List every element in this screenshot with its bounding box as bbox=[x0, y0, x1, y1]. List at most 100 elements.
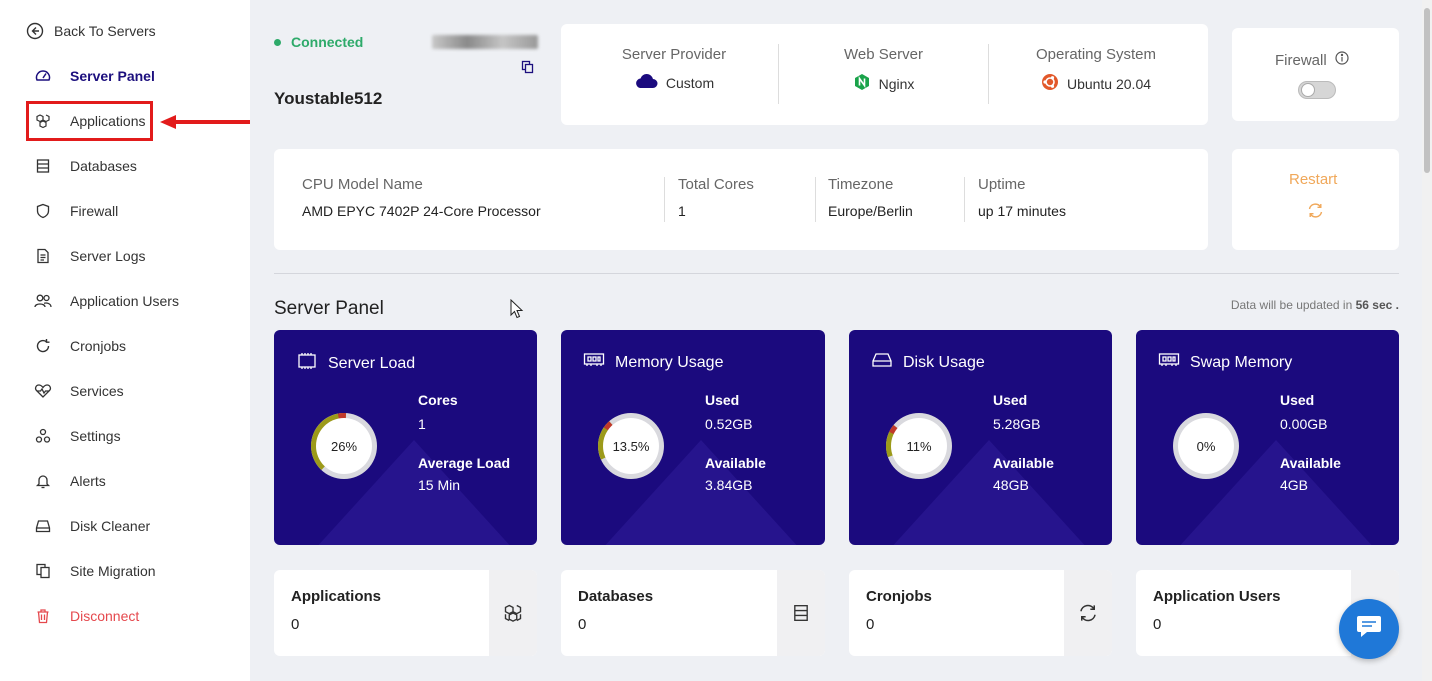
toggle-knob bbox=[1301, 83, 1315, 97]
stat-title-row: Memory Usage bbox=[583, 352, 723, 373]
copy-icon[interactable] bbox=[521, 60, 535, 79]
bell-icon bbox=[34, 472, 52, 490]
server-info-card: Server Provider Custom Web Server Nginx … bbox=[561, 24, 1208, 125]
ubuntu-icon bbox=[1041, 73, 1059, 94]
system-info-card: CPU Model Name AMD EPYC 7402P 24-Core Pr… bbox=[274, 149, 1208, 250]
restart-button[interactable]: Restart bbox=[1232, 149, 1399, 250]
cloud-icon bbox=[634, 73, 658, 92]
stat-card-disk-usage: Disk Usage 11% Used 5.28GB Available 48G… bbox=[849, 330, 1112, 545]
heartbeat-icon bbox=[34, 382, 52, 400]
scrollbar[interactable] bbox=[1422, 0, 1432, 681]
gauge-center bbox=[1178, 418, 1234, 474]
sidebar-item-cronjobs[interactable]: Cronjobs bbox=[34, 331, 126, 361]
sidebar-item-label: Cronjobs bbox=[70, 338, 127, 354]
drive-icon bbox=[871, 352, 893, 373]
scrollbar-thumb[interactable] bbox=[1424, 8, 1430, 173]
sidebar-item-label: Server Logs bbox=[70, 248, 146, 264]
count-value: 0 bbox=[866, 616, 875, 633]
divider bbox=[664, 177, 665, 222]
stat-key-1: Used bbox=[993, 392, 1028, 408]
chat-icon bbox=[1355, 615, 1383, 644]
server-ip-redacted bbox=[432, 35, 538, 49]
stat-key-1: Cores bbox=[418, 392, 458, 408]
server-provider-value-row: Custom bbox=[591, 73, 757, 92]
web-server: Web Server Nginx bbox=[801, 46, 966, 94]
back-to-servers-link[interactable]: Back To Servers bbox=[26, 16, 156, 46]
sidebar-item-databases[interactable]: Databases bbox=[34, 151, 137, 181]
server-provider-label: Server Provider bbox=[621, 46, 727, 63]
update-time: 56 sec bbox=[1355, 298, 1393, 312]
sidebar-item-label: Applications bbox=[70, 113, 146, 129]
users-icon bbox=[34, 292, 52, 310]
count-label: Cronjobs bbox=[866, 588, 932, 605]
status-dot-icon bbox=[274, 38, 281, 46]
refresh-icon bbox=[34, 337, 52, 355]
stat-title: Server Load bbox=[328, 354, 416, 372]
refresh-icon bbox=[1307, 202, 1324, 224]
sidebar-item-label: Databases bbox=[70, 158, 137, 174]
cubes-icon bbox=[34, 112, 52, 130]
back-to-servers-label: Back To Servers bbox=[54, 23, 156, 39]
sidebar-item-site-migration[interactable]: Site Migration bbox=[34, 556, 156, 586]
gauge-center bbox=[316, 418, 372, 474]
file-icon bbox=[34, 247, 52, 265]
disk-usage-gauge bbox=[886, 413, 952, 479]
update-note: Data will be updated in 56 sec . bbox=[1231, 298, 1399, 312]
sidebar-item-services[interactable]: Services bbox=[34, 376, 124, 406]
trash-icon bbox=[34, 607, 52, 625]
sidebar-item-label: Firewall bbox=[70, 203, 119, 219]
divider bbox=[988, 44, 989, 104]
sidebar-item-disconnect[interactable]: Disconnect bbox=[34, 601, 139, 631]
sidebar-item-label: Services bbox=[70, 383, 124, 399]
count-card-applications[interactable]: Applications 0 bbox=[274, 570, 537, 656]
stat-card-swap-memory: Swap Memory 0% Used 0.00GB Available 4GB bbox=[1136, 330, 1399, 545]
stat-card-memory-usage: Memory Usage 13.5% Used 0.52GB Available… bbox=[561, 330, 825, 545]
count-card-databases[interactable]: Databases 0 bbox=[561, 570, 825, 656]
divider bbox=[778, 44, 779, 104]
server-load-gauge bbox=[311, 413, 377, 479]
sidebar-item-label: Settings bbox=[70, 428, 121, 444]
sidebar-item-settings[interactable]: Settings bbox=[34, 421, 121, 451]
sidebar-item-alerts[interactable]: Alerts bbox=[34, 466, 106, 496]
arrow-left-circle-icon bbox=[26, 22, 44, 40]
count-card-cronjobs[interactable]: Cronjobs 0 bbox=[849, 570, 1112, 656]
sidebar-item-applications[interactable]: Applications bbox=[34, 106, 146, 136]
memory-icon bbox=[1158, 352, 1180, 373]
count-label: Databases bbox=[578, 588, 654, 605]
settings-icon bbox=[34, 427, 52, 445]
stat-key-2: Available bbox=[1280, 455, 1341, 471]
mouse-cursor-icon bbox=[510, 299, 524, 319]
sidebar-item-label: Server Panel bbox=[70, 68, 155, 84]
total-cores-label: Total Cores bbox=[678, 176, 754, 193]
swap-memory-gauge bbox=[1173, 413, 1239, 479]
stat-value-1: 0.00GB bbox=[1280, 416, 1328, 432]
stat-key-2: Available bbox=[705, 455, 766, 471]
gauge-percent: 11% bbox=[906, 438, 932, 454]
gauge-icon bbox=[34, 67, 52, 85]
sidebar-item-disk-cleaner[interactable]: Disk Cleaner bbox=[34, 511, 150, 541]
count-value: 0 bbox=[578, 616, 587, 633]
stat-value-1: 1 bbox=[418, 416, 426, 432]
memory-icon bbox=[583, 352, 605, 373]
stat-title: Disk Usage bbox=[903, 353, 985, 371]
firewall-toggle[interactable] bbox=[1298, 81, 1336, 99]
sidebar-item-server-logs[interactable]: Server Logs bbox=[34, 241, 145, 271]
firewall-card: Firewall bbox=[1232, 28, 1399, 121]
count-value: 0 bbox=[1153, 616, 1162, 633]
info-icon[interactable] bbox=[1335, 51, 1349, 69]
stat-card-server-load: Server Load 26% Cores 1 Average Load 15 … bbox=[274, 330, 537, 545]
sidebar-item-server-panel[interactable]: Server Panel bbox=[34, 61, 155, 91]
nginx-icon bbox=[853, 73, 871, 94]
web-server-value: Nginx bbox=[878, 75, 915, 92]
sidebar-item-application-users[interactable]: Application Users bbox=[34, 286, 179, 316]
divider bbox=[815, 177, 816, 222]
sidebar-item-firewall[interactable]: Firewall bbox=[34, 196, 118, 226]
stat-key-2: Average Load bbox=[418, 455, 511, 471]
uptime-value: up 17 minutes bbox=[978, 203, 1066, 219]
database-icon bbox=[34, 157, 52, 175]
chat-button[interactable] bbox=[1339, 599, 1399, 659]
cubes-icon bbox=[489, 570, 537, 656]
server-provider-value: Custom bbox=[665, 74, 715, 91]
stat-value-2: 4GB bbox=[1280, 477, 1309, 493]
web-server-value-row: Nginx bbox=[801, 73, 966, 94]
